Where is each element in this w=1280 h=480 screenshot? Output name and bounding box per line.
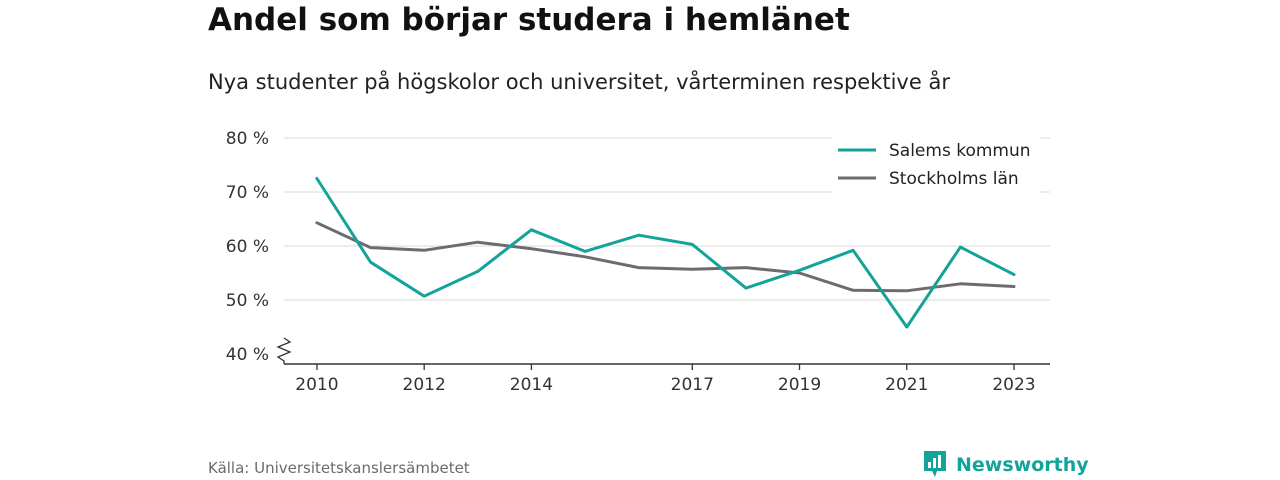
source-note: Källa: Universitetskanslersämbetet bbox=[208, 459, 470, 477]
x-tick-label: 2010 bbox=[295, 375, 338, 395]
legend-label: Salems kommun bbox=[889, 141, 1031, 161]
x-tick-label: 2017 bbox=[671, 375, 714, 395]
axis-break-icon bbox=[276, 337, 292, 364]
brand-logo: Newsworthy bbox=[922, 450, 1089, 480]
y-tick-label: 40 % bbox=[226, 345, 269, 365]
y-tick-label: 50 % bbox=[226, 291, 269, 311]
x-tick-label: 2012 bbox=[403, 375, 446, 395]
y-tick-label: 70 % bbox=[226, 183, 269, 203]
brand-name: Newsworthy bbox=[956, 454, 1089, 476]
y-tick-label: 80 % bbox=[226, 129, 269, 149]
chart-subtitle: Nya studenter på högskolor och universit… bbox=[208, 70, 950, 94]
x-tick-label: 2014 bbox=[510, 375, 553, 395]
series-line bbox=[315, 177, 1016, 329]
y-tick-label: 60 % bbox=[226, 237, 269, 257]
line-chart: 40 % 50 % 60 % 70 % 80 % 2010 2012 2014 2017 2019… bbox=[226, 129, 1050, 395]
legend-label: Stockholms län bbox=[889, 169, 1019, 189]
x-tick-label: 2023 bbox=[992, 375, 1035, 395]
legend-box bbox=[832, 134, 1040, 194]
x-tick-label: 2019 bbox=[778, 375, 821, 395]
x-tick-label: 2021 bbox=[885, 375, 928, 395]
series-line bbox=[315, 221, 1016, 293]
newsworthy-logo-icon bbox=[924, 451, 946, 477]
chart-title: Andel som börjar studera i hemlänet bbox=[208, 2, 850, 38]
